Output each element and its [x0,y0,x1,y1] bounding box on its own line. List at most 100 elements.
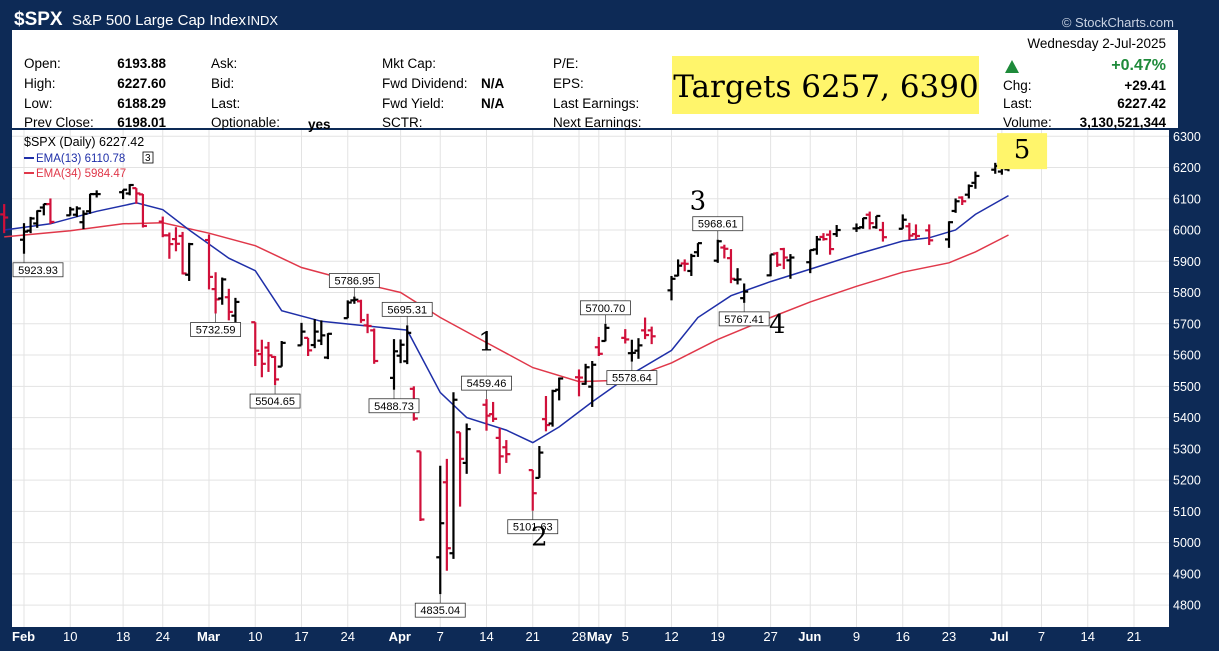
fwd-yield-label: Fwd Yield: [382,96,444,111]
x-tick-label: 21 [1127,629,1141,644]
ohlc-bar [26,216,35,234]
price-callout: 5767.41 [718,302,770,327]
y-tick-label: 5200 [1173,474,1201,488]
y-tick-label: 6000 [1173,224,1201,238]
y-tick-label: 4800 [1173,599,1201,613]
ohlc-bar [171,227,180,252]
y-axis: 4800 4900 5000 5100 5200 5300 5400 5500 5600 5700… [1173,130,1201,613]
fwd-yield-value: N/A [481,96,505,111]
bid-label: Bid: [211,76,234,91]
ohlc-bar [964,184,973,199]
legend-toggle-icon[interactable] [142,151,154,164]
quote-summary: Wednesday 2-Jul-2025 +0.47% Chg: +29.41 … [1003,36,1166,130]
price-callout: 5923.93 [12,253,64,278]
ohlc-bar [178,231,187,275]
y-tick-label: 5500 [1173,380,1201,394]
ema34-path [4,222,1009,383]
wave-label: 3 [690,187,707,217]
ohlc-bar [898,214,907,230]
open-label: Open: [24,56,61,71]
ema13-line [4,194,1009,444]
price-callout: 5700.70 [580,300,631,324]
callout-box [461,375,512,391]
ohlc-bar [905,222,914,240]
last-label: Last: [211,96,240,111]
sctr-label: SCTR: [382,115,423,130]
ohlc-bar [356,299,365,323]
wave-highlight [997,133,1048,170]
ohlc-bar [119,188,128,200]
high-label: High: [24,76,56,91]
ohlc-bar [363,313,372,334]
index-name: S&P 500 Large Cap Index [72,12,247,29]
ohlc-bar [925,224,934,246]
up-arrow-icon [1005,60,1019,73]
ohlc-bar [951,198,960,213]
ohlc-bar [641,317,650,340]
quote-date: Wednesday 2-Jul-2025 [1027,36,1166,51]
ohlc-bar [403,325,412,365]
callout-text: 5488.73 [374,401,414,413]
ohlc-bar [138,193,147,228]
mkt-cap-label: Mkt Cap: [382,56,436,71]
high-value: 6227.60 [117,76,166,91]
ohlc-bar [601,323,610,343]
symbol-title: $SPX [14,9,63,30]
ohlc-bar [66,206,75,217]
pe-label: P/E: [553,56,579,71]
prev-close-label: Prev Close: [24,115,94,130]
ohlc-bar [185,242,194,281]
ohlc-bar [489,401,498,422]
price-callout: 5695.31 [381,301,433,326]
ohlc-bar [958,196,967,206]
ohlc-bar [786,254,795,279]
callout-box [368,398,420,414]
wave-label: 1 [478,327,495,357]
ohlc-bar [310,319,319,349]
ohlc-bar [713,239,722,263]
ohlc-bar [575,369,583,397]
callout-text: 5504.65 [255,396,295,408]
ohlc-bar [495,427,504,474]
y-tick-label: 5400 [1173,411,1201,425]
last-earnings-label: Last Earnings: [553,96,639,111]
ohlc-bar [548,389,557,427]
callout-box [692,216,744,232]
callout-text: 4835.04 [420,605,460,617]
x-tick-label: 24 [341,629,355,644]
change-value: +29.41 [1124,78,1166,93]
price-bars [0,157,1013,595]
x-tick-label: 7 [1038,629,1045,644]
x-tick-label: 5 [622,629,629,644]
ohlc-bar [304,336,313,356]
wave-label: 2 [531,523,548,553]
y-tick-label: 5600 [1173,349,1201,363]
x-tick-label: 24 [156,629,170,644]
ohlc-bar [832,225,841,237]
ohlc-bar [634,338,643,359]
y-tick-label: 5100 [1173,505,1201,519]
ohlc-bar [555,377,564,401]
ohlc-bar [462,423,471,474]
ohlc-bar [680,259,689,272]
callout-text: 5695.31 [387,304,427,316]
y-tick-label: 4900 [1173,567,1201,581]
fwd-dividend-label: Fwd Dividend: [382,76,468,91]
callout-text: 5923.93 [18,265,58,277]
x-tick-label: Jun [798,629,821,644]
price-callout: 4835.04 [414,594,466,618]
ohlc-bar [92,190,101,198]
ohlc-bar [46,198,55,225]
fwd-dividend-value: N/A [481,76,505,91]
ohlc-bar [297,322,306,347]
ohlc-bar [456,431,465,507]
ohlc-bar [33,209,42,228]
x-tick-label: 18 [116,629,130,644]
ohlc-bar [945,221,953,248]
x-tick-label: 21 [526,629,540,644]
callout-box [580,300,631,316]
open-value: 6193.88 [117,56,166,71]
x-tick-label: 28 [572,629,586,644]
ohlc-bar [224,288,233,321]
callout-text: 5732.59 [196,324,236,336]
